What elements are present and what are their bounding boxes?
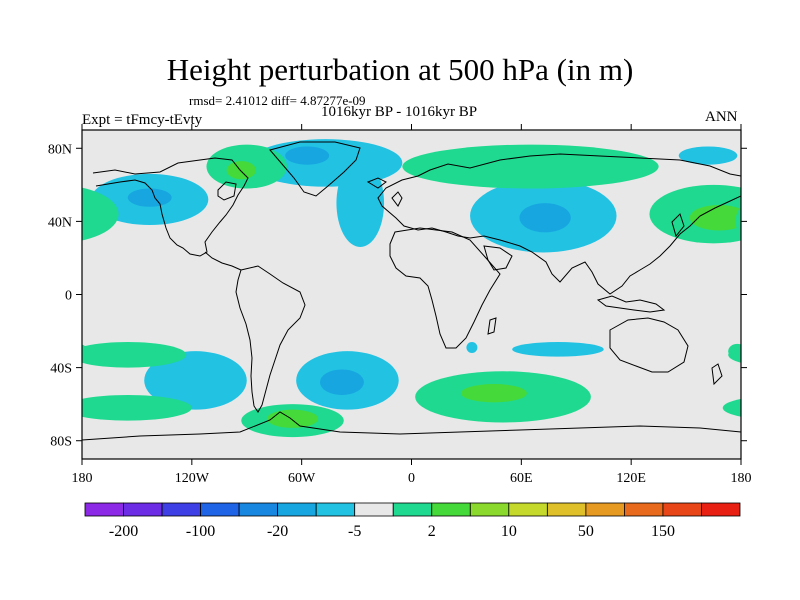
colorbar-label: -20 (267, 523, 288, 540)
colorbar-swatch (508, 502, 548, 517)
colorbar-swatch (315, 502, 356, 517)
coastline-central-america (204, 251, 242, 271)
colorbar-label: 2 (428, 523, 436, 540)
anomaly-greenland-low-core (285, 146, 330, 165)
anomaly-southern-ocean-west-high (722, 398, 741, 417)
map-axes: 80N 40N 0 40S 80S 180 120W 60W 0 60E 120E 180 (48, 124, 752, 486)
lat-tick-label: 40N (48, 215, 72, 230)
anomaly-south-pacific-east-high (728, 343, 741, 359)
colorbar-swatch (354, 502, 394, 517)
season-label: ANN (705, 109, 738, 125)
anomaly-indian-ocean-low (512, 342, 604, 357)
coastline-greenland (269, 141, 361, 197)
coastline-north-america (92, 157, 249, 257)
colorbar-swatch (585, 502, 625, 517)
anomaly-north-pacific-high-core (689, 204, 741, 231)
anomaly-madagascar-low (466, 342, 478, 353)
colorbar-swatch (84, 502, 124, 517)
anomaly-central-asia-low-core (519, 203, 571, 233)
anomaly-north-america-high-core (226, 161, 256, 180)
lon-tick-label: 60W (288, 471, 316, 486)
colorbar-swatch (200, 502, 240, 517)
colorbar-label: 150 (651, 523, 675, 540)
lat-tick-label: 80S (50, 435, 72, 450)
colorbar-label: -5 (348, 523, 361, 540)
lon-tick-label: 0 (408, 471, 415, 486)
lon-tick-label: 180 (72, 471, 93, 486)
experiment-label: Expt = tFmcy-tEvty (82, 112, 203, 128)
colorbar-swatch (277, 502, 317, 517)
period-label: 1016kyr BP - 1016kyr BP (321, 104, 478, 120)
plot-title: Height perturbation at 500 hPa (in m) (166, 52, 634, 87)
colorbar-swatch (624, 502, 664, 517)
coastlines (82, 141, 741, 441)
anomaly-northeast-pacific-low (678, 146, 738, 165)
colorbar-swatch (431, 502, 471, 517)
anomaly-south-atlantic-low-core (319, 369, 364, 396)
anomaly-drake-passage-high-core (266, 409, 319, 428)
lon-tick-label: 120E (616, 471, 646, 486)
coastline-antarctica (82, 411, 741, 441)
colorbar: -200 -100 -20 -5 2 10 50 150 (84, 502, 741, 540)
coastline-japan (671, 213, 685, 238)
coastline-africa (389, 227, 501, 349)
coastline-new-zealand (711, 363, 723, 386)
lon-tick-label: 60E (510, 471, 533, 486)
lat-tick-label: 80N (48, 142, 72, 157)
anomaly-southern-ocean-west-high (82, 395, 192, 421)
colorbar-swatch (238, 502, 279, 517)
anomaly-south-pacific-high (82, 342, 187, 368)
coastline-australia (609, 317, 689, 373)
coastline-eurasia (377, 153, 741, 295)
colorbar-swatch (546, 502, 587, 517)
coastline-arabia (483, 245, 513, 271)
coastline-british-isles (391, 191, 403, 207)
anomaly-fields (82, 139, 741, 438)
anomaly-north-pacific-low-core (127, 188, 172, 207)
lat-tick-label: 40S (50, 362, 72, 377)
anomaly-southern-ocean-east-high-core (460, 384, 527, 403)
colorbar-label: -200 (109, 523, 138, 540)
stats-label: rmsd= 2.41012 diff= 4.87277e-09 (189, 93, 366, 108)
anomaly-dateline-west-high (82, 204, 99, 238)
colorbar-swatch (392, 502, 433, 517)
lon-tick-label: 120W (175, 471, 210, 486)
colorbar-swatch (701, 502, 741, 517)
coastline-maritime-continent (596, 295, 666, 313)
colorbar-swatch (123, 502, 163, 517)
coastline-hudson-bay (217, 181, 237, 201)
anomaly-south-pacific-east-high (82, 344, 88, 358)
colorbar-swatch (662, 502, 702, 517)
colorbar-label: -100 (186, 523, 215, 540)
colorbar-swatch (469, 502, 510, 517)
anomaly-north-atlantic-low (336, 159, 385, 247)
colorbar-label: 10 (501, 523, 517, 540)
lat-tick-label: 0 (65, 289, 72, 304)
anomaly-south-pacific-low (144, 351, 247, 410)
lon-tick-label: 180 (731, 471, 752, 486)
coastline-iceland (366, 177, 387, 189)
coastline-south-america (235, 265, 306, 413)
colorbar-swatch (161, 502, 201, 517)
anomaly-dateline-west-high (735, 207, 741, 236)
colorbar-label: 50 (578, 523, 594, 540)
coastline-madagascar (487, 317, 497, 335)
